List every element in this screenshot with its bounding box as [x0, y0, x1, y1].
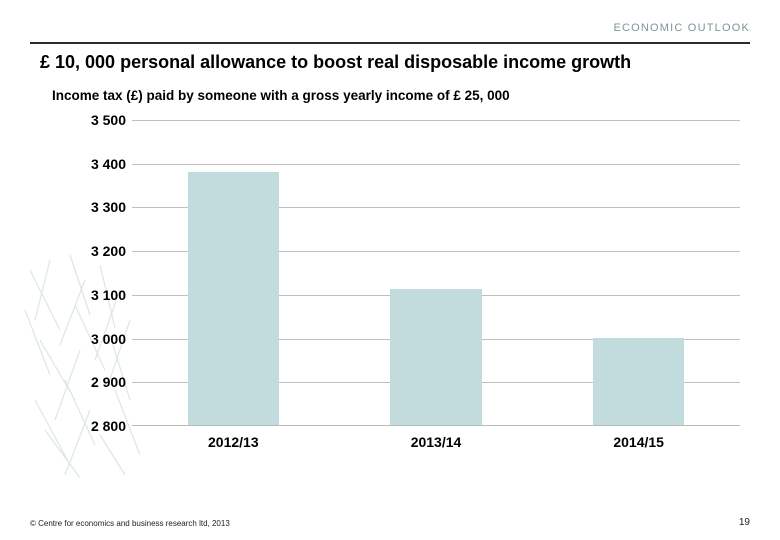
bar	[593, 338, 684, 425]
grid-line	[132, 164, 740, 165]
page-title: £ 10, 000 personal allowance to boost re…	[40, 52, 631, 73]
bar-chart: 3 5003 4003 3003 2003 1003 0002 9002 800…	[70, 120, 740, 450]
header-rule	[30, 42, 750, 44]
y-tick-label: 3 500	[70, 112, 126, 128]
y-tick-label: 2 900	[70, 374, 126, 390]
grid-line	[132, 120, 740, 121]
y-tick-label: 3 000	[70, 331, 126, 347]
x-tick-label: 2014/15	[613, 434, 664, 450]
bar	[188, 172, 279, 425]
y-tick-label: 3 200	[70, 243, 126, 259]
x-tick-label: 2012/13	[208, 434, 259, 450]
y-tick-label: 2 800	[70, 418, 126, 434]
y-tick-label: 3 400	[70, 156, 126, 172]
y-tick-label: 3 300	[70, 199, 126, 215]
page-number: 19	[739, 517, 750, 528]
plot-area	[132, 120, 740, 426]
footer-copyright: © Centre for economics and business rese…	[30, 519, 230, 528]
section-label: ECONOMIC OUTLOOK	[613, 22, 750, 34]
chart-subtitle: Income tax (£) paid by someone with a gr…	[52, 88, 510, 103]
y-tick-label: 3 100	[70, 287, 126, 303]
x-tick-label: 2013/14	[411, 434, 462, 450]
bar	[390, 289, 481, 425]
